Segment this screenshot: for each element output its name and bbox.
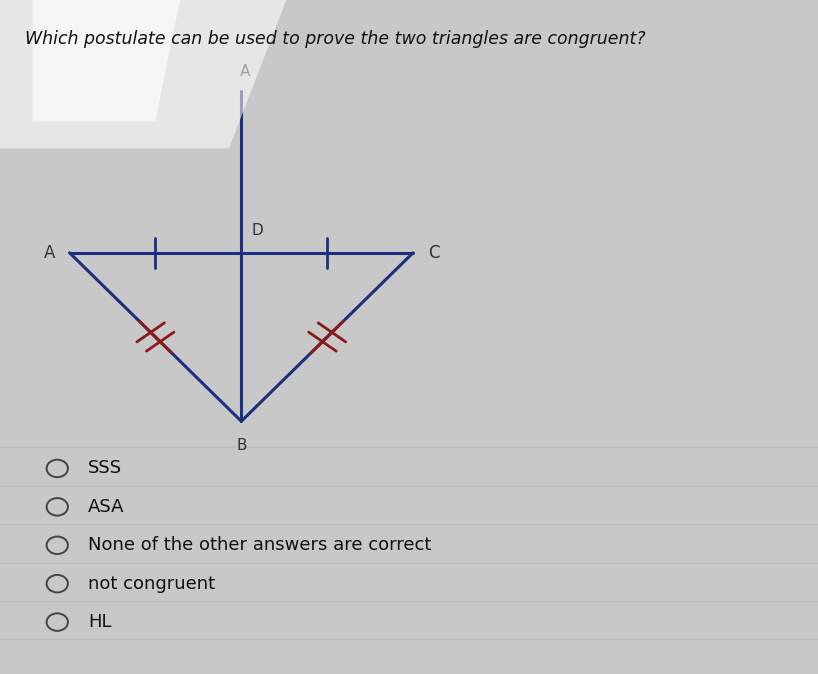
Text: HL: HL bbox=[88, 613, 112, 631]
Text: D: D bbox=[251, 223, 263, 238]
Text: ASA: ASA bbox=[88, 498, 125, 516]
Text: A: A bbox=[43, 244, 55, 262]
Text: B: B bbox=[236, 438, 246, 453]
Text: C: C bbox=[428, 244, 439, 262]
Text: None of the other answers are correct: None of the other answers are correct bbox=[88, 537, 432, 554]
Polygon shape bbox=[33, 0, 180, 121]
Text: Which postulate can be used to prove the two triangles are congruent?: Which postulate can be used to prove the… bbox=[25, 30, 645, 49]
Polygon shape bbox=[0, 0, 286, 148]
Text: not congruent: not congruent bbox=[88, 575, 215, 592]
Text: A: A bbox=[240, 64, 250, 79]
Text: SSS: SSS bbox=[88, 460, 123, 477]
